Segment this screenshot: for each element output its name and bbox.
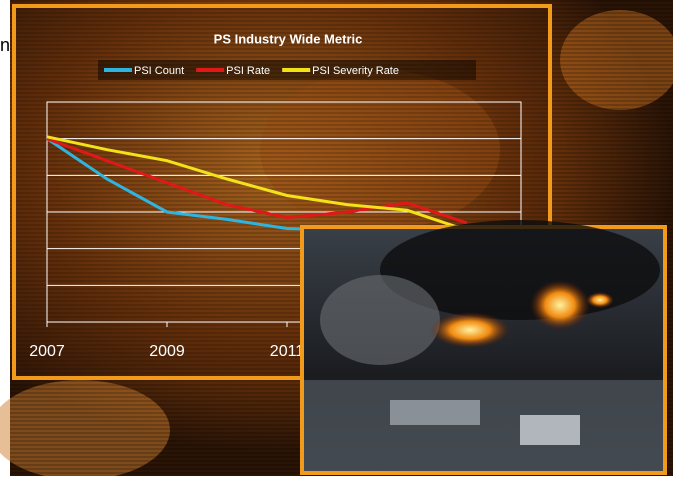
buildings	[304, 380, 663, 471]
smoke	[320, 275, 440, 365]
text-fragment: n	[0, 35, 10, 55]
fire	[530, 280, 590, 330]
page: n PS Industry Wide Metric 2007 2009 2011 PS…	[0, 0, 673, 476]
legend-label: PSI Rate	[226, 65, 270, 77]
x-tick-label: 2011	[270, 343, 305, 360]
building	[390, 400, 480, 425]
slide: n PS Industry Wide Metric 2007 2009 2011 PS…	[0, 0, 673, 476]
x-tick-label: 2007	[29, 343, 65, 360]
x-tick-label: 2009	[149, 343, 185, 360]
photo-panel	[302, 220, 665, 473]
building	[520, 415, 580, 445]
fire	[586, 292, 614, 308]
fire	[430, 312, 510, 348]
legend-label: PSI Count	[134, 65, 184, 77]
legend-label: PSI Severity Rate	[312, 65, 399, 77]
chart-title: PS Industry Wide Metric	[214, 31, 363, 46]
